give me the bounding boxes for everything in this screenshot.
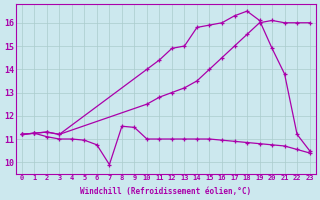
X-axis label: Windchill (Refroidissement éolien,°C): Windchill (Refroidissement éolien,°C) <box>80 187 251 196</box>
